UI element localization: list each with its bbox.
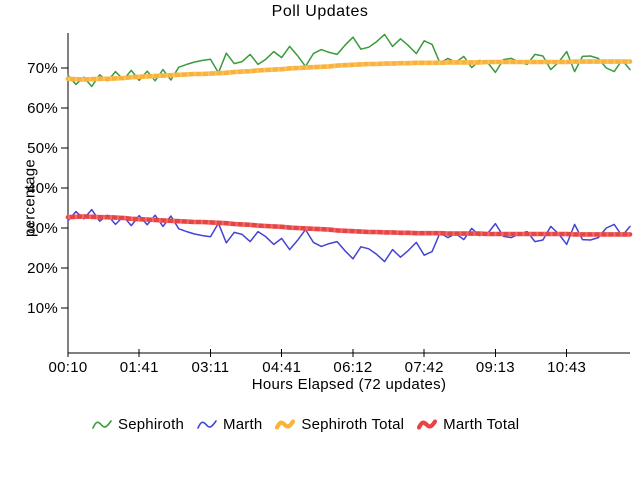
legend-label: Sephiroth [118,416,185,433]
x-tick-label: 10:43 [547,359,586,376]
y-tick-label: 30% [27,220,58,237]
y-tick-label: 50% [27,140,58,157]
chart-legend: Sephiroth Marth Sephiroth Total Marth To… [92,416,519,433]
x-tick-label: 04:41 [262,359,301,376]
legend-label: Marth [223,416,263,433]
chart-title: Poll Updates [271,3,369,20]
series-line-3-segments [67,214,630,237]
x-tick-label: 00:10 [48,359,87,376]
legend-item-series-2: Sephiroth Total [275,416,404,433]
x-axis-label: Hours Elapsed (72 updates) [251,376,447,393]
legend-label: Sephiroth Total [301,416,405,433]
x-tick-label: 06:12 [333,359,372,376]
axes [67,33,630,354]
y-tick-label: 70% [27,60,58,77]
legend-label: Marth Total [443,416,520,433]
sephiroth-total-line-icon [275,419,296,430]
legend-item-series-3: Marth Total [417,416,519,433]
y-tick-label: 10% [27,300,58,317]
sephiroth-line-icon [92,420,112,429]
x-tick-label: 01:41 [120,359,159,376]
x-tick-label: 07:42 [405,359,444,376]
marth-total-line-icon [417,419,438,430]
y-tick-label: 20% [27,260,58,277]
legend-item-series-1: Marth [197,416,262,433]
legend-item-series-0: Sephiroth [92,416,184,433]
y-axis-label: percentage [21,158,39,238]
x-tick-label: 09:13 [476,359,515,376]
series-line-3 [65,214,633,237]
series-line-2-segments [67,59,630,82]
series-line-0 [67,33,631,88]
marth-line-icon [197,420,217,429]
series-line-2 [65,59,633,82]
y-tick-label: 40% [27,180,58,197]
series-line-1 [67,208,631,263]
x-tick-label: 03:11 [192,359,230,376]
y-tick-label: 60% [27,100,58,117]
